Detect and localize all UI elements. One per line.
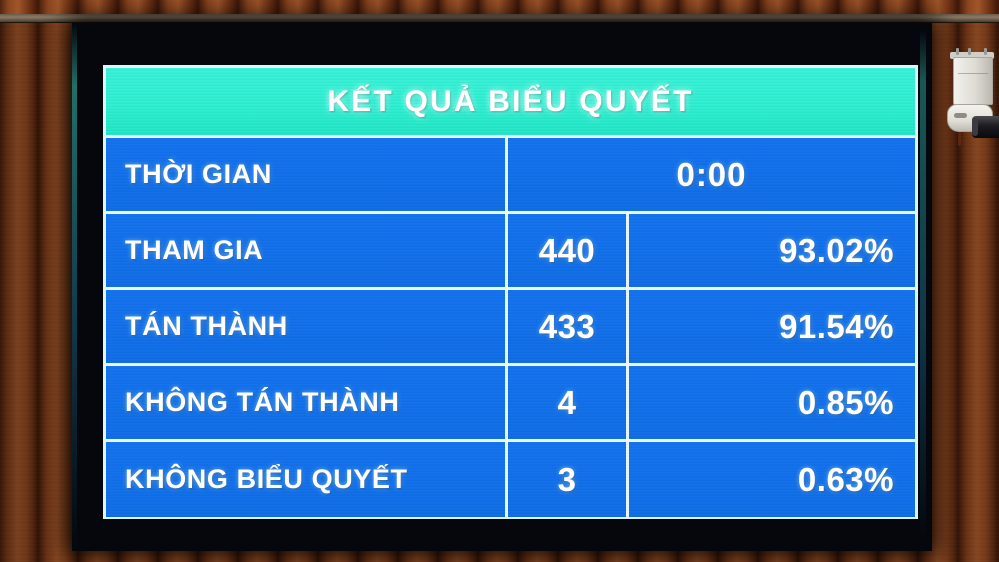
row-label-participated: THAM GIA — [125, 235, 264, 265]
screen-edge-glow-left — [72, 23, 77, 551]
row-label-cell: TÁN THÀNH — [106, 290, 508, 363]
row-label-abstain: KHÔNG BIỂU QUYẾT — [125, 464, 408, 494]
camera-bolt — [956, 48, 959, 55]
percent-disapprove: 0.85% — [797, 383, 894, 421]
table-row-abstain: KHÔNG BIỂU QUYẾT 3 0.63% — [106, 442, 915, 517]
camera-bolt — [984, 48, 987, 55]
camera-bracket — [950, 52, 994, 59]
row-count-cell: 4 — [508, 366, 629, 439]
count-approve: 433 — [538, 307, 596, 345]
row-label-cell: KHÔNG TÁN THÀNH — [106, 366, 508, 439]
voting-results-table: KẾT QUẢ BIỂU QUYẾT THỜI GIAN 0:00 THAM G… — [103, 65, 918, 519]
row-label-cell: THỜI GIAN — [106, 138, 508, 211]
camera-lens — [972, 116, 999, 138]
camera-housing — [953, 57, 993, 105]
wooden-top-strip — [0, 0, 999, 14]
wall-trim-molding — [0, 14, 999, 23]
table-body: THỜI GIAN 0:00 THAM GIA 440 93.02% — [106, 138, 915, 517]
table-row-approve: TÁN THÀNH 433 91.54% — [106, 290, 915, 366]
row-percent-cell: 0.85% — [629, 366, 915, 439]
table-row-participated: THAM GIA 440 93.02% — [106, 214, 915, 290]
row-label-disapprove: KHÔNG TÁN THÀNH — [125, 387, 400, 417]
row-percent-cell: 91.54% — [629, 290, 915, 363]
row-label-cell: KHÔNG BIỂU QUYẾT — [106, 442, 508, 517]
page-title: KẾT QUẢ BIỂU QUYẾT — [327, 84, 694, 118]
row-label-approve: TÁN THÀNH — [125, 311, 288, 341]
camera-bolt — [968, 48, 971, 55]
camera-icon — [944, 48, 999, 152]
table-header: KẾT QUẢ BIỂU QUYẾT — [106, 68, 915, 138]
value-time: 0:00 — [676, 155, 747, 193]
row-label-cell: THAM GIA — [106, 214, 508, 287]
camera-housing-seam — [958, 73, 988, 74]
row-count-cell: 433 — [508, 290, 629, 363]
screen-edge-glow-right — [920, 30, 926, 540]
row-count-cell: 440 — [508, 214, 629, 287]
row-count-cell: 3 — [508, 442, 629, 517]
percent-approve: 91.54% — [779, 307, 894, 345]
row-percent-cell: 93.02% — [629, 214, 915, 287]
percent-participated: 93.02% — [779, 231, 894, 269]
camera-lens-ring — [972, 118, 978, 136]
camera-vent-slot — [954, 113, 967, 118]
row-value-cell-time: 0:00 — [508, 138, 915, 211]
table-row-disapprove: KHÔNG TÁN THÀNH 4 0.85% — [106, 366, 915, 442]
wall-stain-mark — [958, 132, 961, 146]
count-participated: 440 — [538, 231, 596, 269]
row-percent-cell: 0.63% — [629, 442, 915, 517]
count-abstain: 3 — [557, 460, 577, 498]
percent-abstain: 0.63% — [797, 460, 894, 498]
table-row-time: THỜI GIAN 0:00 — [106, 138, 915, 214]
row-label-time: THỜI GIAN — [125, 159, 272, 189]
count-disapprove: 4 — [557, 383, 577, 421]
